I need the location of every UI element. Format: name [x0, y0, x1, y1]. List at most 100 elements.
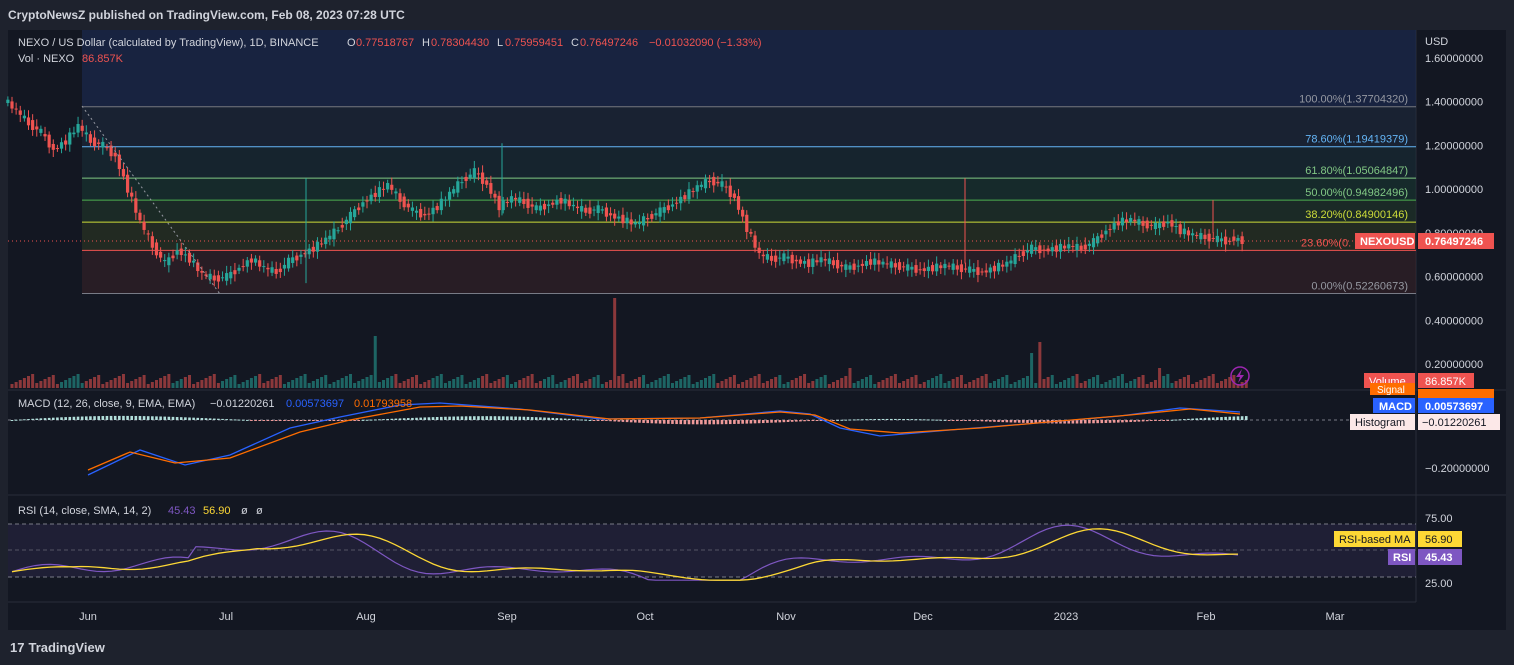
macd-hist-bar [1191, 418, 1194, 420]
volume-bar [311, 381, 315, 388]
macd-hist-bar [650, 420, 654, 424]
volume-legend-label[interactable]: Vol · NEXO [18, 53, 75, 65]
volume-bar [637, 377, 641, 388]
macd-hist-bar [712, 420, 716, 425]
volume-bar [258, 374, 262, 388]
volume-bar [856, 381, 860, 388]
candle-body [410, 207, 415, 211]
volume-bar [134, 379, 138, 388]
volume-bar [836, 380, 840, 388]
macd-hist-bar [695, 420, 699, 425]
macd-hist-bar [555, 418, 559, 420]
macd-hist-bar [935, 419, 938, 421]
macd-hist-bar [1079, 420, 1083, 424]
volume-bar [959, 375, 963, 388]
candle-body [1124, 219, 1129, 223]
volume-bar [287, 382, 291, 388]
volume-bar [844, 376, 848, 388]
macd-hist-bar [221, 418, 224, 420]
price-tick: 1.20000000 [1425, 140, 1483, 152]
volume-bar [126, 383, 130, 388]
macd-hist-bar [481, 416, 484, 420]
macd-hist-bar [1203, 417, 1207, 420]
candle-body [774, 255, 778, 262]
macd-hist-bar [1121, 420, 1124, 423]
candle-body [943, 263, 947, 269]
trend-line[interactable] [81, 105, 221, 295]
volume-bar [200, 380, 204, 388]
volume-bar [534, 383, 538, 388]
flash-icon[interactable] [1230, 366, 1250, 386]
macd-hist-bar [386, 418, 389, 420]
volume-bar [431, 378, 435, 388]
macd-hist-bar [369, 419, 373, 421]
macd-hist-bar [658, 420, 662, 424]
rsi-ma-tag-bg [1418, 531, 1462, 547]
volume-bar [51, 375, 55, 388]
macd-name-tag-bg [1373, 398, 1415, 413]
volume-bar [1112, 378, 1116, 388]
macd-hist-bar [468, 416, 472, 420]
legend-open: 0.77518767 [356, 37, 414, 49]
volume-bar [1203, 378, 1207, 388]
candle-body [464, 176, 468, 181]
macd-hist-bar [134, 415, 138, 420]
volume-bar [435, 376, 439, 388]
volume-bar [1162, 376, 1166, 388]
candle-body [134, 198, 138, 213]
price-tick: 0.60000000 [1425, 272, 1483, 284]
volume-bar [1042, 379, 1046, 388]
candle-body [1025, 250, 1030, 253]
price-tick: 1.00000000 [1425, 184, 1483, 196]
candle-body [390, 184, 394, 190]
macd-legend-label[interactable]: MACD (12, 26, close, 9, EMA, EMA) [18, 398, 195, 410]
candle-body [592, 209, 596, 211]
macd-hist-bar [1158, 420, 1161, 421]
candle-body [551, 202, 555, 205]
tradingview-logo[interactable]: 17 TradingView [10, 640, 105, 655]
candle-body [658, 207, 662, 217]
candle-body [720, 181, 724, 187]
macd-hist-bar [283, 420, 286, 421]
macd-hist-bar [138, 416, 142, 420]
macd-hist-bar [931, 419, 934, 421]
time-axis[interactable]: Jun Jul Aug Sep Oct Nov Dec 2023 Feb Mar [79, 611, 1345, 623]
symbol-legend[interactable]: NEXO / US Dollar (calculated by TradingV… [18, 37, 319, 49]
candle-body [253, 258, 258, 263]
candle-body [340, 224, 344, 228]
candle-body [427, 213, 431, 215]
macd-hist-bar [1162, 420, 1165, 421]
rsi-legend-label[interactable]: RSI (14, close, SMA, 14, 2) [18, 505, 151, 517]
candle-body [1211, 237, 1215, 239]
volume-bar [497, 379, 501, 388]
candle-body [51, 143, 55, 150]
volume-bar [340, 378, 344, 388]
fibonacci-retracement[interactable] [82, 106, 1416, 294]
macd-hist-bar [456, 416, 460, 420]
candle-body [584, 207, 588, 213]
candle-body [88, 134, 93, 143]
candle-body [893, 263, 897, 268]
candle-body [31, 120, 35, 130]
candle-body [187, 252, 192, 263]
axis-currency[interactable]: USD [1425, 36, 1448, 48]
candle-body [365, 200, 369, 202]
macd-hist-bar [1220, 417, 1223, 420]
volume-bar [514, 382, 518, 388]
rsi-ma-name-tag: RSI-based MA [1339, 534, 1411, 546]
macd-hist-bar [229, 419, 233, 421]
macd-hist-bar [811, 420, 815, 421]
candle-body [72, 132, 76, 135]
volume-bar [571, 376, 575, 388]
time-axis-label: Jun [79, 611, 97, 623]
candle-body [1112, 223, 1116, 230]
candle-body [1141, 220, 1145, 226]
fib-band [82, 222, 1416, 251]
macd-hist-bar [914, 419, 918, 421]
macd-hist-bar [151, 416, 154, 420]
macd-hist-bar [1154, 420, 1157, 421]
footer-bar: 17 TradingView [0, 632, 1514, 665]
candle-body [501, 200, 505, 211]
volume-bar [1141, 375, 1145, 388]
